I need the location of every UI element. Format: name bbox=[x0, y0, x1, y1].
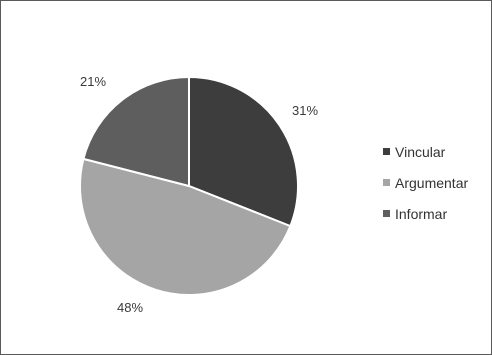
pie-slice-informar bbox=[82, 75, 190, 188]
legend-label-informar: Informar bbox=[395, 205, 448, 222]
legend-item-argumentar: Argumentar bbox=[383, 173, 468, 192]
legend-item-vincular: Vincular bbox=[383, 142, 468, 161]
pie-slice-vincular bbox=[188, 75, 299, 228]
pie-data-labels: 31% 48% 21% bbox=[80, 74, 318, 315]
legend-swatch-vincular bbox=[383, 148, 390, 155]
legend: Vincular Argumentar Informar bbox=[383, 142, 468, 235]
pie-slices bbox=[79, 75, 299, 297]
pie-slice-argumentar bbox=[79, 157, 292, 297]
legend-item-informar: Informar bbox=[383, 204, 468, 223]
legend-swatch-informar bbox=[383, 210, 390, 217]
legend-label-vincular: Vincular bbox=[395, 143, 446, 160]
data-label-informar: 21% bbox=[80, 74, 106, 89]
data-label-argumentar: 48% bbox=[117, 300, 143, 315]
legend-label-argumentar: Argumentar bbox=[395, 174, 469, 191]
data-label-vincular: 31% bbox=[292, 103, 318, 118]
legend-swatch-argumentar bbox=[383, 179, 390, 186]
